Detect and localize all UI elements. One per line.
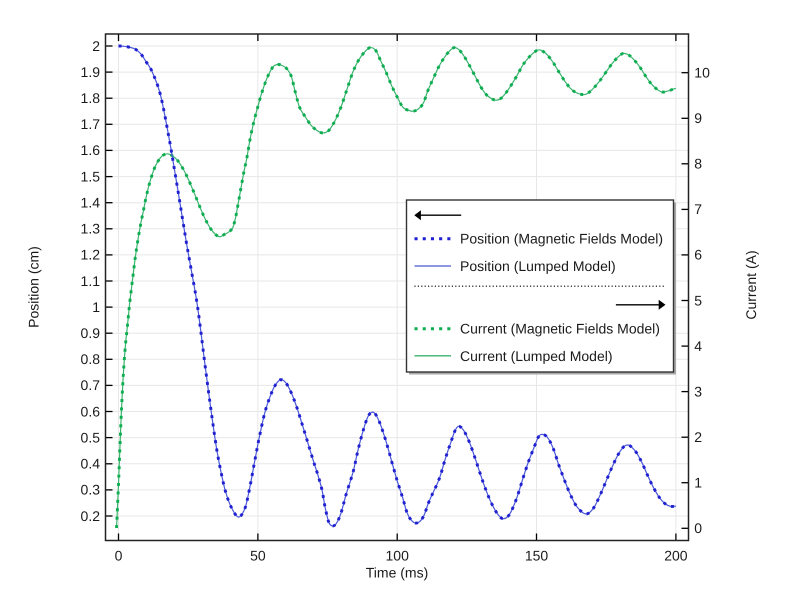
svg-text:0.6: 0.6 [81, 403, 101, 419]
svg-text:100: 100 [386, 548, 410, 564]
svg-text:1.1: 1.1 [81, 273, 101, 289]
svg-text:0: 0 [694, 520, 702, 536]
svg-text:150: 150 [525, 548, 549, 564]
svg-text:Current (A): Current (A) [743, 250, 759, 319]
svg-text:0.9: 0.9 [81, 325, 101, 341]
svg-text:Current (Magnetic Fields Model: Current (Magnetic Fields Model) [460, 321, 660, 337]
svg-text:0.3: 0.3 [81, 482, 101, 498]
svg-text:3: 3 [694, 383, 702, 399]
svg-text:5: 5 [694, 292, 702, 308]
svg-text:1.2: 1.2 [81, 247, 101, 263]
svg-text:0.8: 0.8 [81, 351, 101, 367]
svg-text:1.9: 1.9 [81, 64, 101, 80]
svg-text:7: 7 [694, 201, 702, 217]
svg-text:1.3: 1.3 [81, 221, 101, 237]
svg-text:0.7: 0.7 [81, 377, 101, 393]
svg-text:1.7: 1.7 [81, 116, 101, 132]
svg-text:2: 2 [694, 429, 702, 445]
svg-text:Time (ms): Time (ms) [366, 565, 428, 581]
svg-text:Position (cm): Position (cm) [26, 246, 42, 328]
svg-text:9: 9 [694, 110, 702, 126]
svg-text:Current (Lumped Model): Current (Lumped Model) [460, 348, 613, 364]
svg-text:50: 50 [250, 548, 266, 564]
svg-text:0: 0 [115, 548, 123, 564]
svg-text:8: 8 [694, 156, 702, 172]
svg-text:1: 1 [694, 475, 702, 491]
svg-text:6: 6 [694, 247, 702, 263]
svg-text:Position (Magnetic Fields Mode: Position (Magnetic Fields Model) [460, 231, 663, 247]
svg-text:1: 1 [92, 299, 100, 315]
svg-text:0.2: 0.2 [81, 508, 101, 524]
svg-text:0.5: 0.5 [81, 429, 101, 445]
svg-text:2: 2 [92, 38, 100, 54]
svg-text:1.4: 1.4 [81, 195, 101, 211]
svg-text:Position (Lumped Model): Position (Lumped Model) [460, 258, 616, 274]
svg-text:0.4: 0.4 [81, 456, 101, 472]
svg-text:1.6: 1.6 [81, 142, 101, 158]
svg-text:10: 10 [694, 65, 710, 81]
svg-text:1.8: 1.8 [81, 90, 101, 106]
svg-text:4: 4 [694, 338, 702, 354]
svg-text:1.5: 1.5 [81, 168, 101, 184]
svg-text:200: 200 [664, 548, 688, 564]
